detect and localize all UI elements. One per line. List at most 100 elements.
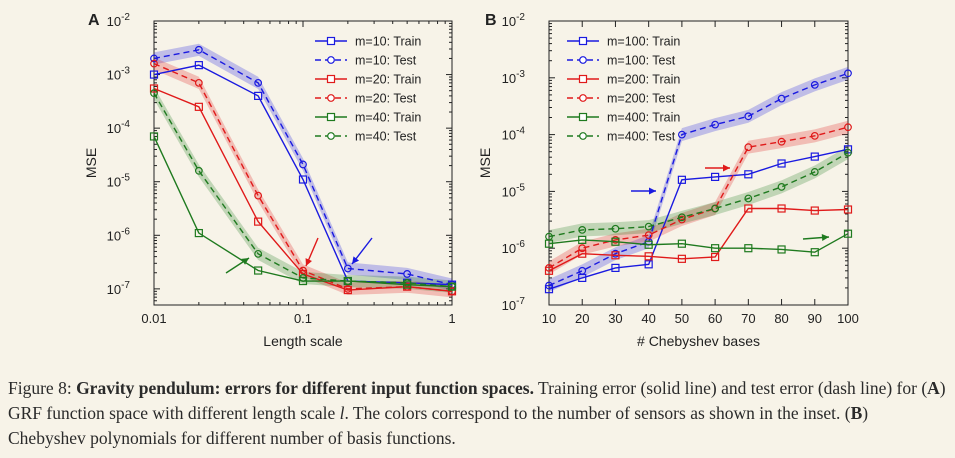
caption-ref-a: A [927, 378, 940, 398]
plot-frame [548, 20, 849, 306]
data-point [254, 217, 263, 226]
data-point [843, 229, 853, 238]
data-point [744, 204, 753, 213]
data-point [578, 266, 587, 275]
data-point [545, 281, 553, 290]
y-tick-exponent: -3 [121, 66, 130, 77]
y-tick-exponent: -4 [121, 119, 130, 130]
annotation-arrowhead [352, 256, 360, 264]
data-point [611, 251, 620, 260]
y-tick-label: 10-2 [107, 12, 131, 29]
legend-label: m=10: Train [355, 35, 421, 49]
data-point [299, 160, 307, 169]
legend-label: m=100: Test [607, 54, 676, 68]
data-point [677, 239, 686, 248]
series-band [549, 146, 848, 244]
data-point [149, 70, 159, 79]
data-point [677, 254, 686, 263]
legend-label: m=100: Train [607, 35, 680, 49]
y-tick-label: 10-3 [502, 69, 526, 86]
data-point [578, 244, 587, 253]
legend-marker [578, 36, 588, 46]
data-point [403, 280, 412, 289]
y-tick-exponent: -2 [121, 12, 130, 23]
series-line [548, 207, 849, 272]
data-point [777, 137, 786, 146]
y-tick-label: 10-7 [502, 296, 526, 313]
data-point [777, 159, 786, 168]
data-point [149, 132, 159, 141]
y-tick-label: 10-7 [107, 280, 131, 297]
series-line [548, 233, 849, 253]
y-axis-label: MSE [83, 148, 99, 178]
data-point [711, 204, 720, 213]
series-band [154, 57, 452, 298]
series-line [548, 126, 849, 269]
data-point [810, 248, 819, 257]
series-line [548, 152, 849, 238]
legend-label: m=20: Train [355, 73, 421, 87]
data-point [298, 175, 308, 184]
x-tick-label: 100 [837, 311, 859, 326]
x-tick-label: 1 [448, 311, 455, 326]
data-point [194, 61, 203, 70]
data-point [711, 172, 720, 182]
panel-b: 10-2 10-3 10-4 10-5 10-6 10-7 10 20 30 40 50 60 70 80… [477, 12, 859, 349]
data-point [844, 123, 852, 132]
y-tick-exponent: -6 [121, 226, 130, 237]
legend-label: m=40: Train [355, 111, 421, 125]
caption-symbol-l: l [339, 403, 345, 423]
x-tick-label: 0.01 [141, 311, 166, 326]
data-point [844, 148, 852, 157]
caption-text-2: ) GRF function space with different leng… [8, 378, 946, 423]
data-point [194, 78, 203, 87]
data-point [194, 102, 203, 111]
data-point [843, 205, 853, 214]
x-tick-label: 60 [708, 311, 722, 326]
y-tick-exponent: -5 [516, 182, 525, 193]
caption-text-3: . The colors correspond to the number of… [344, 403, 851, 423]
panel-a: 10-2 10-3 10-4 10-5 10-6 10-7 0.01 0.1 1 Length s… [83, 12, 457, 349]
legend-label: m=200: Test [607, 92, 676, 106]
y-tick-exponent: -7 [516, 296, 525, 307]
legend-label: m=20: Test [355, 92, 417, 106]
annotation-arrowhead [241, 258, 249, 265]
data-point [744, 194, 753, 203]
series-line [548, 72, 849, 287]
panel-letter: A [88, 12, 100, 29]
legend-marker [579, 94, 587, 102]
data-point [644, 222, 653, 231]
y-tick-exponent: -5 [121, 173, 130, 184]
x-tick-label: 70 [741, 311, 755, 326]
y-tick-exponent: -2 [516, 12, 525, 23]
panel-letter: B [485, 12, 497, 29]
caption-text-1: Training error (solid line) and test err… [538, 378, 928, 398]
data-point [677, 215, 686, 224]
data-point [644, 231, 653, 240]
y-tick-label: 10-3 [107, 66, 131, 83]
legend-marker [579, 56, 587, 64]
data-point [644, 252, 653, 261]
data-point [403, 270, 412, 278]
data-point [810, 80, 819, 89]
y-tick-label: 10-2 [502, 12, 526, 29]
legend-marker [327, 94, 335, 102]
data-point [844, 69, 852, 78]
series-line [548, 148, 849, 290]
legend-marker [326, 36, 336, 46]
data-point [578, 225, 587, 234]
legend-marker [578, 74, 588, 84]
y-tick-label: 10-5 [107, 173, 131, 190]
legend-marker [327, 56, 335, 64]
data-point [810, 152, 819, 161]
data-point [403, 278, 412, 287]
y-tick-exponent: -3 [516, 69, 525, 80]
legend-label: m=200: Train [607, 73, 680, 87]
caption-label: Figure 8: [8, 378, 72, 398]
data-point [777, 204, 786, 213]
figure-caption: Figure 8: Gravity pendulum: errors for d… [8, 376, 948, 451]
y-tick-label: 10-6 [502, 239, 526, 256]
caption-text-4: ) Chebyshev polynomials for different nu… [8, 403, 869, 448]
data-point [677, 175, 686, 184]
data-point [343, 284, 352, 293]
